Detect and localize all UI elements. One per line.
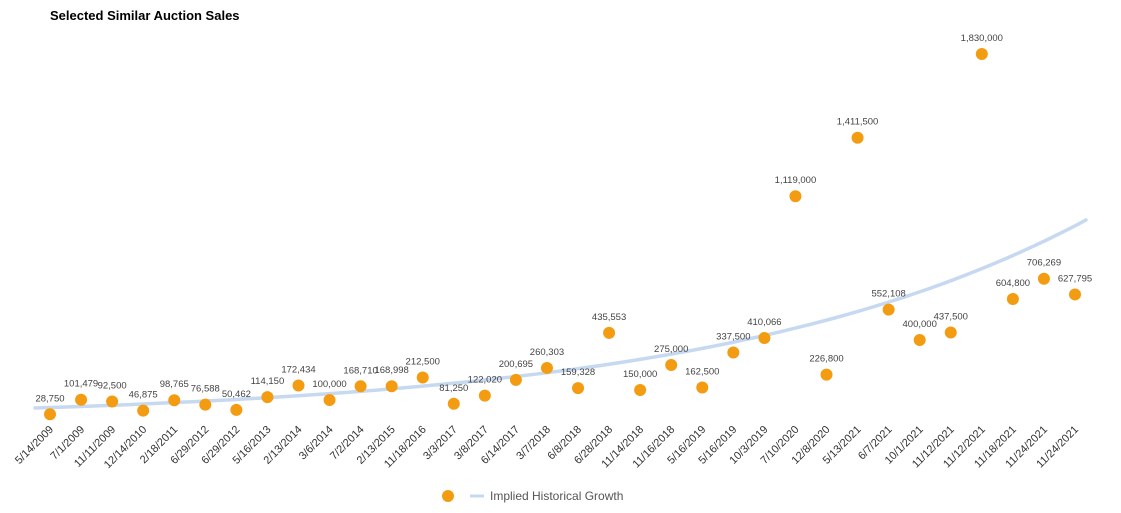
data-label: 435,553 xyxy=(592,312,626,323)
data-point xyxy=(789,190,802,203)
data-point xyxy=(292,379,305,392)
data-label: 50,462 xyxy=(222,389,251,400)
data-point xyxy=(323,394,336,406)
data-label: 260,303 xyxy=(530,347,564,358)
data-label: 28,750 xyxy=(35,393,64,404)
data-point xyxy=(572,382,585,395)
legend-label-growth: Implied Historical Growth xyxy=(490,489,623,503)
data-point xyxy=(758,331,771,344)
data-label: 437,500 xyxy=(934,312,968,323)
data-label: 275,000 xyxy=(654,344,688,355)
data-label: 226,800 xyxy=(809,354,843,365)
data-point xyxy=(1037,272,1050,285)
data-label: 410,066 xyxy=(747,317,781,328)
data-label: 81,250 xyxy=(439,383,468,394)
trend-layer xyxy=(33,218,1088,410)
data-point xyxy=(696,381,709,394)
legend: Implied Historical Growth xyxy=(442,489,623,503)
data-label: 552,108 xyxy=(871,289,905,300)
data-label: 98,765 xyxy=(160,379,189,390)
data-label: 627,795 xyxy=(1058,273,1092,284)
data-point xyxy=(665,359,678,371)
data-point xyxy=(913,334,926,346)
data-label: 1,119,000 xyxy=(775,175,817,186)
data-label: 46,875 xyxy=(129,390,158,401)
data-label: 212,500 xyxy=(406,357,440,368)
data-point xyxy=(137,404,150,417)
data-point xyxy=(509,373,522,386)
data-point xyxy=(1069,288,1081,301)
data-label: 1,830,000 xyxy=(961,33,1003,44)
data-label: 159,328 xyxy=(561,367,595,378)
data-label: 168,710 xyxy=(343,365,377,376)
points-layer xyxy=(44,48,1081,421)
data-label: 168,998 xyxy=(374,365,408,376)
x-axis-ticks: 5/14/20097/1/200911/11/200912/14/20102/1… xyxy=(13,424,1081,471)
data-point xyxy=(540,361,553,374)
data-label: 150,000 xyxy=(623,369,657,380)
data-point xyxy=(478,389,491,402)
data-point xyxy=(447,397,460,410)
data-point xyxy=(975,48,988,60)
data-label: 76,588 xyxy=(191,384,220,395)
data-point xyxy=(416,371,429,384)
data-label: 200,695 xyxy=(499,359,533,370)
data-label: 1,411,500 xyxy=(837,117,879,128)
chart-title: Selected Similar Auction Sales xyxy=(50,8,240,23)
data-label: 162,500 xyxy=(685,367,719,378)
data-point xyxy=(44,408,56,421)
data-label: 172,434 xyxy=(281,365,315,376)
legend-marker-auction-sales xyxy=(442,490,454,502)
data-point xyxy=(230,403,243,416)
data-label: 337,500 xyxy=(716,332,750,343)
data-label: 101,479 xyxy=(64,379,98,390)
data-label: 92,500 xyxy=(98,381,127,392)
data-point xyxy=(634,384,647,396)
data-label: 114,150 xyxy=(251,376,285,387)
data-point xyxy=(261,391,274,404)
data-label: 604,800 xyxy=(996,278,1030,289)
data-label: 706,269 xyxy=(1027,258,1061,269)
data-point xyxy=(820,368,833,381)
data-point xyxy=(882,303,895,316)
data-point xyxy=(944,326,957,339)
data-point xyxy=(851,131,864,144)
x-tick-label: 5/14/2009 xyxy=(13,424,56,467)
data-point xyxy=(106,395,119,408)
data-point xyxy=(354,380,367,393)
data-point xyxy=(75,393,88,406)
data-point xyxy=(1006,293,1019,306)
data-point xyxy=(385,380,398,393)
data-label: 122,020 xyxy=(468,375,502,386)
data-point xyxy=(727,346,740,359)
data-point xyxy=(199,398,212,411)
data-label: 400,000 xyxy=(903,319,937,330)
trend-line xyxy=(33,218,1088,410)
data-point xyxy=(168,394,181,407)
data-point xyxy=(603,326,616,339)
data-label: 100,000 xyxy=(312,379,346,390)
